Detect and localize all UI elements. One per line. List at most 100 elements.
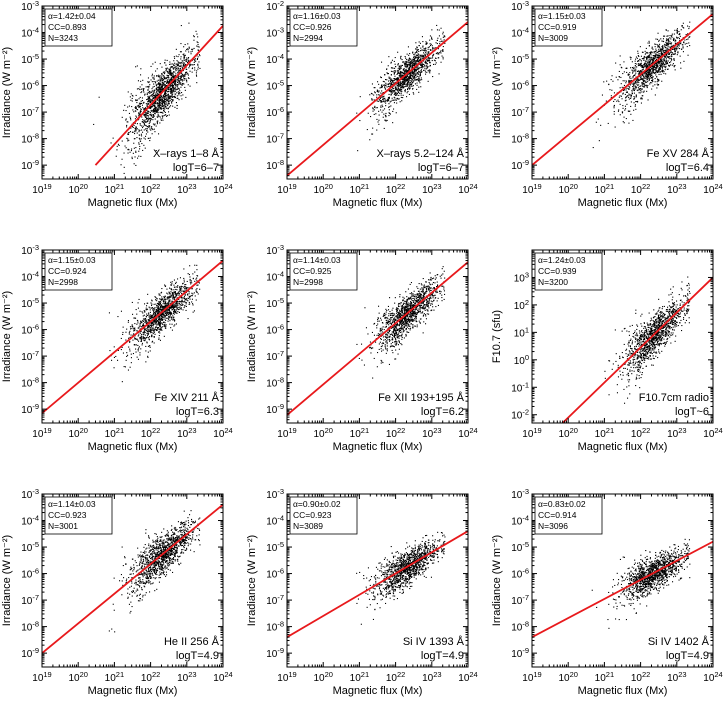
scatter-point	[614, 99, 616, 101]
scatter-point	[400, 76, 402, 78]
scatter-point	[621, 86, 623, 88]
scatter-point	[158, 92, 160, 94]
scatter-point	[185, 72, 187, 74]
scatter-point	[630, 105, 632, 107]
scatter-point	[640, 85, 642, 87]
scatter-point	[171, 323, 173, 325]
scatter-point	[146, 117, 148, 119]
scatter-point	[174, 67, 176, 69]
scatter-point	[163, 110, 165, 112]
scatter-point	[139, 111, 141, 113]
scatter-point	[642, 80, 644, 82]
scatter-point	[152, 98, 154, 100]
scatter-point	[415, 73, 417, 75]
scatter-point	[410, 62, 412, 64]
scatter-point	[151, 100, 153, 102]
scatter-point	[182, 65, 184, 67]
scatter-point	[680, 67, 682, 69]
scatter-point	[143, 91, 145, 93]
scatter-point	[408, 83, 410, 85]
scatter-point	[162, 112, 164, 114]
scatter-point	[397, 79, 399, 81]
scatter-point	[137, 322, 139, 324]
scatter-point	[416, 49, 418, 51]
scatter-point	[635, 87, 637, 89]
scatter-point	[421, 36, 423, 38]
scatter-point	[639, 88, 641, 90]
scatter-point	[409, 72, 411, 74]
x-tick-label: 1020	[68, 182, 87, 196]
scatter-point	[634, 82, 636, 84]
scatter-point	[179, 286, 181, 288]
scatter-point	[419, 67, 421, 69]
scatter-point	[165, 85, 167, 87]
scatter-point	[667, 48, 669, 50]
scatter-point	[660, 65, 662, 67]
scatter-point	[630, 96, 632, 98]
scatter-point	[637, 70, 639, 72]
scatter-point	[392, 90, 394, 92]
scatter-point	[156, 68, 158, 70]
scatter-point	[415, 54, 417, 56]
scatter-point	[410, 77, 412, 79]
scatter-point	[390, 90, 392, 92]
scatter-point	[643, 80, 645, 82]
scatter-point	[156, 329, 158, 331]
scatter-point	[174, 81, 176, 83]
scatter-point	[666, 50, 668, 52]
scatter-point	[637, 86, 639, 88]
scatter-point	[166, 68, 168, 70]
scatter-point	[125, 359, 127, 361]
scatter-point	[406, 83, 408, 85]
scatter-point	[135, 99, 137, 101]
scatter-point	[160, 98, 162, 100]
scatter-point	[428, 46, 430, 48]
scatter-point	[148, 85, 150, 87]
scatter-point	[163, 76, 165, 78]
scatter-point	[637, 80, 639, 82]
scatter-point	[651, 71, 653, 73]
scatter-point	[145, 115, 147, 117]
scatter-point	[611, 89, 613, 91]
scatter-point	[401, 91, 403, 93]
scatter-point	[626, 95, 628, 97]
scatter-point	[644, 62, 646, 64]
scatter-point	[159, 90, 161, 92]
scatter-point	[135, 150, 137, 152]
scatter-point	[657, 32, 659, 34]
scatter-point	[198, 46, 200, 48]
scatter-point	[170, 291, 172, 293]
scatter-point	[416, 66, 418, 68]
scatter-point	[638, 55, 640, 57]
scatter-point	[423, 64, 425, 66]
scatter-point	[170, 92, 172, 94]
scatter-point	[186, 57, 188, 59]
scatter-point	[162, 117, 164, 119]
scatter-point	[196, 75, 198, 77]
scatter-point	[655, 48, 657, 50]
scatter-point	[180, 86, 182, 88]
scatter-point	[625, 67, 627, 69]
scatter-point	[664, 46, 666, 48]
scatter-point	[659, 43, 661, 45]
scatter-point	[384, 99, 386, 101]
scatter-point	[177, 84, 179, 86]
scatter-point	[178, 307, 180, 309]
scatter-point	[159, 294, 161, 296]
scatter-point	[646, 87, 648, 89]
scatter-point	[388, 99, 390, 101]
scatter-point	[130, 117, 132, 119]
scatter-point	[357, 150, 359, 152]
scatter-point	[153, 329, 155, 331]
scatter-point	[164, 103, 166, 105]
scatter-point	[644, 83, 646, 85]
scatter-point	[169, 79, 171, 81]
scatter-point	[428, 57, 430, 59]
scatter-point	[405, 83, 407, 85]
scatter-point	[405, 61, 407, 63]
scatter-point	[169, 69, 171, 71]
scatter-point	[176, 293, 178, 295]
scatter-point	[409, 76, 411, 78]
scatter-point	[639, 92, 641, 94]
scatter-point	[144, 138, 146, 140]
